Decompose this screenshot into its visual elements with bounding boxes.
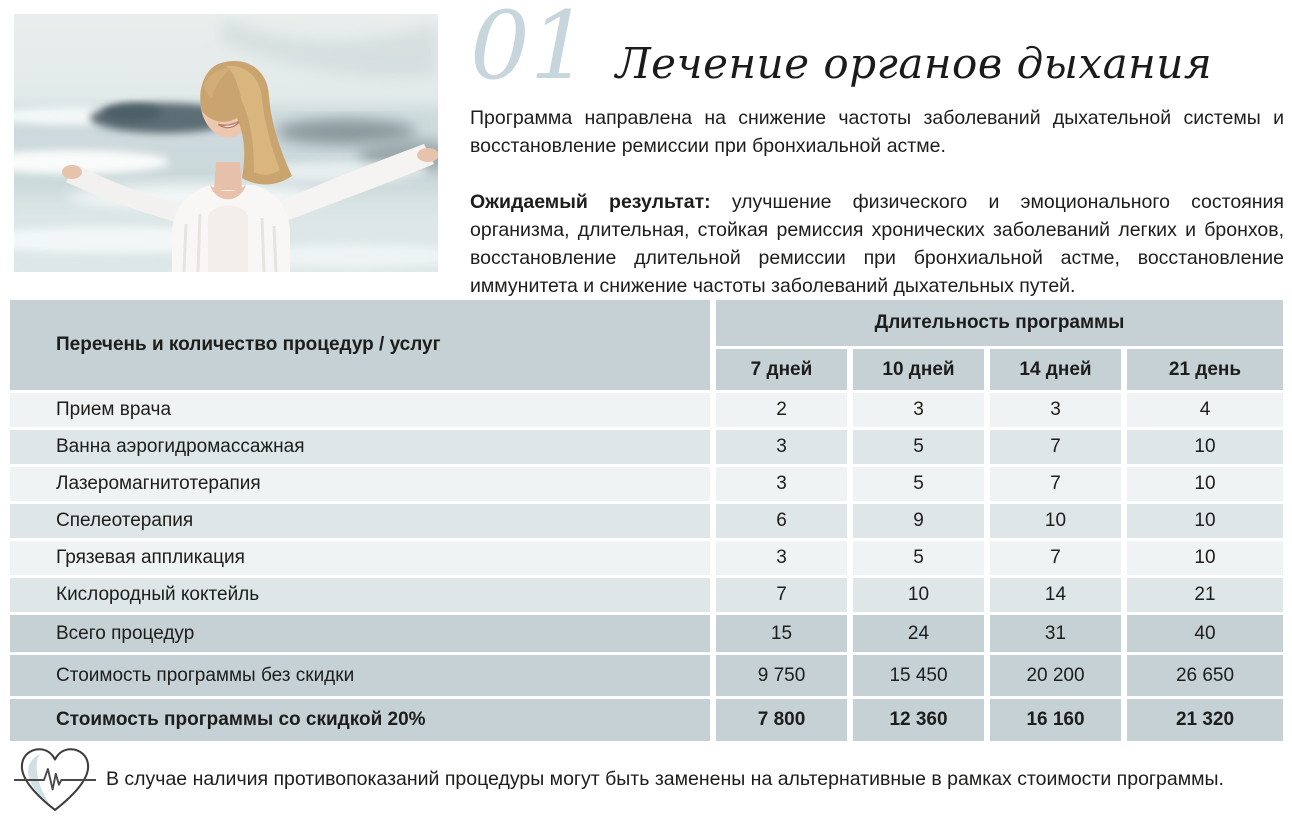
summary-row-value: 16 160 [990, 699, 1121, 741]
summary-row-value: 31 [990, 615, 1121, 652]
summary-row-value: 15 [716, 615, 847, 652]
row-value: 3 [716, 541, 847, 575]
row-value: 10 [1127, 541, 1283, 575]
hero-photo [14, 14, 438, 272]
row-value: 5 [853, 430, 984, 464]
summary-row-value: 15 450 [853, 655, 984, 696]
table-header-procedures: Перечень и количество процедур / услуг [10, 300, 710, 390]
row-label: Лазеромагнитотерапия [10, 467, 710, 501]
row-value: 9 [853, 504, 984, 538]
program-number: 01 [470, 0, 590, 101]
row-value: 5 [853, 467, 984, 501]
row-value: 5 [853, 541, 984, 575]
note-text: В случае наличия противопоказаний процед… [106, 768, 1224, 791]
row-value: 4 [1127, 393, 1283, 427]
row-label: Прием врача [10, 393, 710, 427]
row-value: 7 [990, 541, 1121, 575]
page-title: Лечение органов дыхания [615, 39, 1213, 88]
summary-row-value: 12 360 [853, 699, 984, 741]
summary-row-value: 20 200 [990, 655, 1121, 696]
row-value: 10 [990, 504, 1121, 538]
summary-row-value: 9 750 [716, 655, 847, 696]
row-value: 10 [1127, 467, 1283, 501]
title-row: 01 Лечение органов дыхания [470, 0, 1284, 101]
expected-result-label: Ожидаемый результат: [470, 191, 711, 214]
summary-row-label: Стоимость программы без скидки [10, 655, 710, 696]
header-section: 01 Лечение органов дыхания Программа нап… [470, 0, 1284, 300]
row-label: Ванна аэрогидромассажная [10, 430, 710, 464]
row-value: 10 [853, 578, 984, 612]
duration-col-header-14: 14 дней [990, 349, 1121, 390]
row-label: Спелеотерапия [10, 504, 710, 538]
row-value: 10 [1127, 504, 1283, 538]
row-value: 7 [990, 430, 1121, 464]
row-value: 3 [716, 430, 847, 464]
row-value: 6 [716, 504, 847, 538]
row-label: Кислородный коктейль [10, 578, 710, 612]
row-value: 3 [853, 393, 984, 427]
row-value: 21 [1127, 578, 1283, 612]
program-description: Программа направлена на снижение частоты… [470, 107, 1284, 158]
summary-row-label: Всего процедур [10, 615, 710, 652]
row-value: 2 [716, 393, 847, 427]
summary-row-value: 40 [1127, 615, 1283, 652]
expected-result-text: улучшение физического и эмоционального с… [470, 191, 1284, 298]
row-value: 7 [716, 578, 847, 612]
duration-col-header-10: 10 дней [853, 349, 984, 390]
procedures-table: Перечень и количество процедур / услуг Д… [10, 300, 1283, 741]
duration-col-header-7: 7 дней [716, 349, 847, 390]
row-label: Грязевая аппликация [10, 541, 710, 575]
summary-row-value: 21 320 [1127, 699, 1283, 741]
row-value: 3 [990, 393, 1121, 427]
heart-ecg-icon [14, 748, 96, 811]
summary-row-value: 26 650 [1127, 655, 1283, 696]
row-value: 7 [990, 467, 1121, 501]
summary-row-value: 7 800 [716, 699, 847, 741]
expected-result: Ожидаемый результат: улучшение физическо… [470, 188, 1284, 300]
row-value: 14 [990, 578, 1121, 612]
table-header-duration: Длительность программы [716, 300, 1283, 346]
summary-row-label: Стоимость программы со скидкой 20% [10, 699, 710, 741]
note-section: В случае наличия противопоказаний процед… [14, 742, 1284, 818]
row-value: 3 [716, 467, 847, 501]
summary-row-value: 24 [853, 615, 984, 652]
duration-col-header-21: 21 день [1127, 349, 1283, 390]
row-value: 10 [1127, 430, 1283, 464]
